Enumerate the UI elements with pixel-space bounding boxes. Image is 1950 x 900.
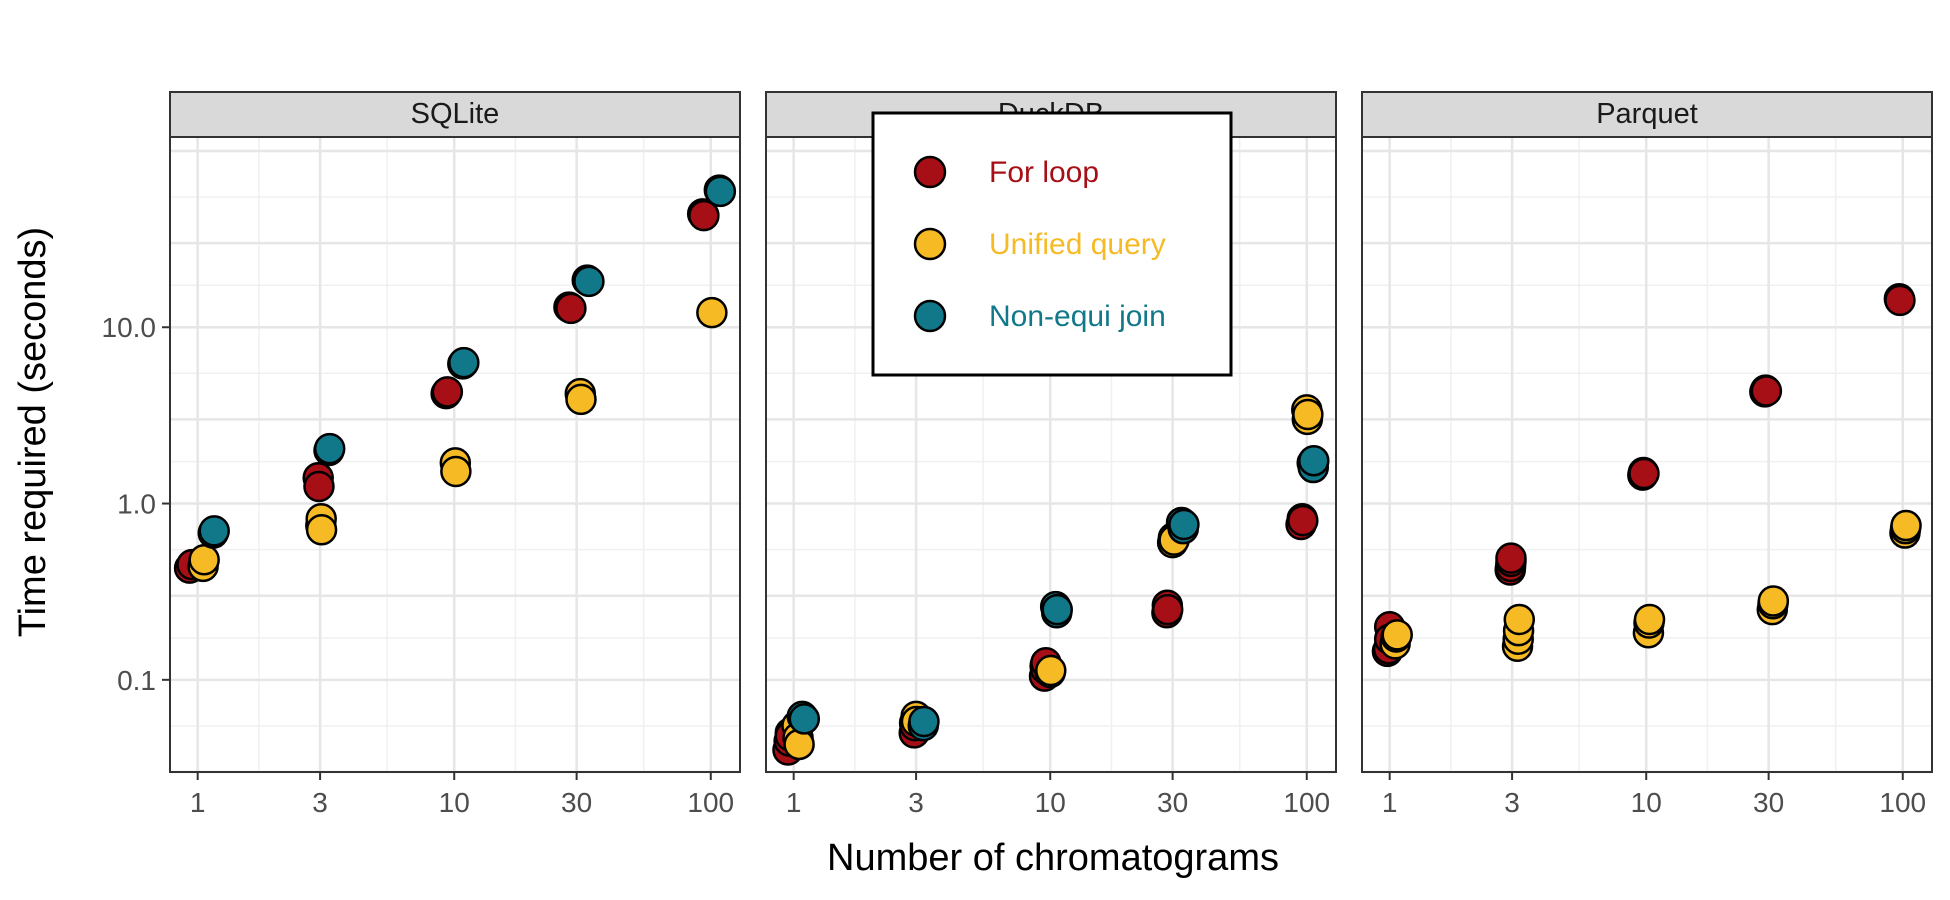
y-axis: 0.1 1.0 10.0	[102, 312, 170, 696]
point-for-loop	[1495, 542, 1527, 574]
point-unified-query	[783, 728, 815, 761]
legend-key-unified-query	[913, 227, 947, 261]
points	[772, 394, 1330, 766]
x-axis-duckdb: 1 3 10 30 100	[786, 772, 1330, 818]
x-tick-label: 100	[1283, 787, 1330, 818]
point-non-equi-join	[704, 175, 737, 208]
point-non-equi-join	[573, 265, 605, 298]
x-tick-label: 3	[312, 787, 328, 818]
y-tick-label: 1.0	[117, 489, 156, 520]
x-tick-label: 10	[1631, 787, 1662, 818]
point-for-loop	[688, 199, 720, 232]
x-tick-label: 3	[1504, 787, 1520, 818]
legend-items: For loop Unified query Non-equi join	[913, 155, 1166, 333]
y-axis-title: Time required (seconds)	[12, 227, 54, 637]
panel-duckdb: DuckDB	[765, 91, 1337, 774]
facet-strip-label: SQLite	[411, 98, 500, 130]
point-for-loop	[1884, 284, 1916, 317]
point-unified-query	[440, 455, 472, 488]
point-non-equi-join	[1041, 593, 1073, 626]
points	[1371, 283, 1922, 668]
facet-strip	[1361, 91, 1933, 138]
point-for-loop	[431, 376, 464, 408]
legend: For loop Unified query Non-equi join	[871, 111, 1233, 377]
x-axis-sqlite: 1 3 10 30 100	[190, 772, 734, 818]
facet-strip	[169, 91, 741, 138]
point-non-equi-join	[908, 705, 940, 738]
x-tick-label: 30	[1157, 787, 1188, 818]
x-axes: 1 3 10 30 100 1 3 10 30 100 1 3 10 30 100	[190, 772, 1926, 818]
point-unified-query	[1381, 619, 1413, 651]
point-unified-query	[1890, 509, 1922, 542]
point-non-equi-join	[313, 432, 346, 465]
x-axis-title: Number of chromatograms	[827, 837, 1279, 879]
facet-strip-label: Parquet	[1596, 98, 1698, 130]
y-tick-label: 0.1	[117, 665, 156, 696]
point-unified-query	[1757, 585, 1790, 617]
point-for-loop	[1750, 375, 1783, 407]
legend-key-for-loop	[913, 155, 947, 189]
x-tick-label: 10	[1035, 787, 1066, 818]
point-non-equi-join	[448, 346, 480, 379]
x-tick-label: 30	[561, 787, 592, 818]
point-unified-query	[565, 383, 597, 416]
point-unified-query	[1633, 603, 1666, 636]
point-for-loop	[1287, 504, 1319, 537]
panel-sqlite: SQLite	[169, 91, 741, 774]
x-tick-label: 1	[1382, 787, 1398, 818]
x-tick-label: 1	[190, 787, 206, 818]
panels: SQLite DuckDB Parquet	[169, 91, 1933, 774]
point-unified-query	[696, 296, 728, 329]
point-non-equi-join	[198, 515, 230, 547]
x-tick-label: 30	[1753, 787, 1784, 818]
x-tick-label: 100	[687, 787, 734, 818]
point-for-loop	[555, 292, 587, 325]
points	[173, 174, 737, 584]
x-tick-label: 10	[439, 787, 470, 818]
x-axis-parquet: 1 3 10 30 100	[1382, 772, 1926, 818]
point-unified-query	[188, 543, 220, 576]
legend-label-non-equi-join: Non-equi join	[989, 300, 1166, 333]
x-tick-label: 100	[1879, 787, 1926, 818]
legend-label-unified-query: Unified query	[989, 228, 1166, 261]
legend-label-for-loop: For loop	[989, 156, 1099, 189]
panel-parquet: Parquet	[1361, 91, 1933, 774]
point-for-loop	[1628, 457, 1660, 490]
point-non-equi-join	[788, 703, 821, 735]
x-tick-label: 1	[786, 787, 802, 818]
point-unified-query	[1503, 603, 1536, 636]
legend-key-non-equi-join	[913, 299, 947, 333]
y-tick-label: 10.0	[102, 312, 157, 343]
point-unified-query	[1292, 398, 1324, 431]
gridlines	[1362, 137, 1932, 774]
point-non-equi-join	[1298, 444, 1330, 477]
point-unified-query	[305, 514, 338, 546]
point-for-loop	[1151, 593, 1184, 626]
point-non-equi-join	[1168, 508, 1200, 541]
point-for-loop	[303, 470, 335, 503]
point-unified-query	[1035, 654, 1067, 687]
x-tick-label: 3	[908, 787, 924, 818]
